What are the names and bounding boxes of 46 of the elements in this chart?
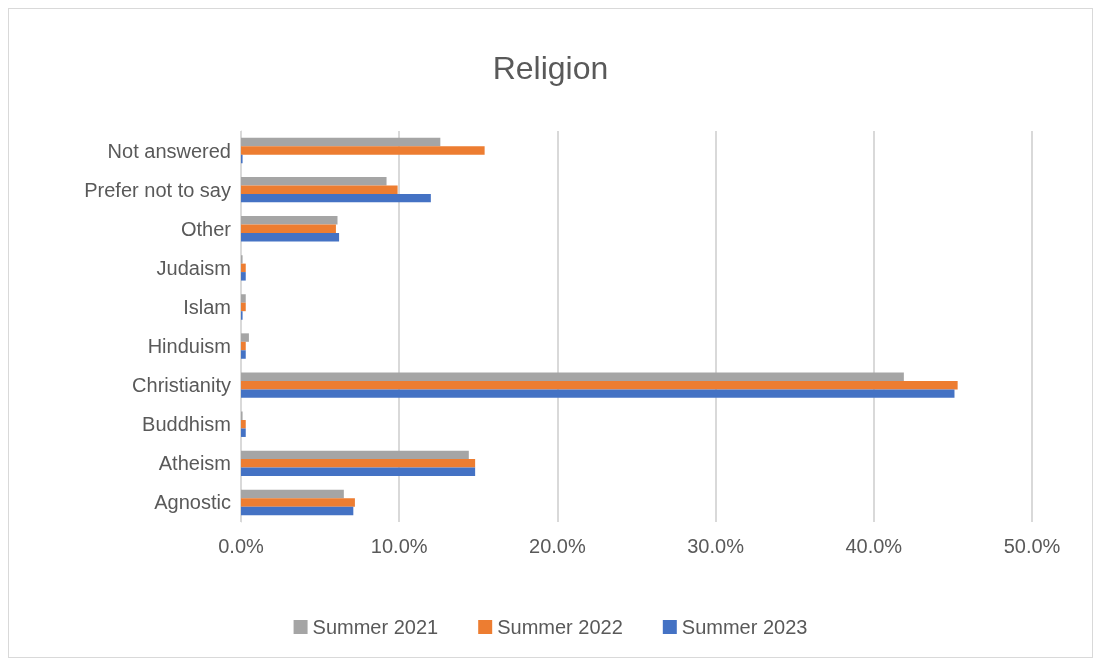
bar <box>241 459 476 468</box>
x-tick-label: 10.0% <box>370 535 428 557</box>
y-tick-label: Buddhism <box>142 413 231 436</box>
bar <box>241 193 431 203</box>
bar <box>241 333 249 342</box>
y-tick-label: Other <box>180 217 232 240</box>
y-tick-label: Hinduism <box>147 335 231 358</box>
x-tick-label: 20.0% <box>529 535 586 557</box>
x-tick-label: 50.0% <box>1003 535 1061 557</box>
chart-title: Religion <box>492 50 609 86</box>
x-tick-label: 30.0% <box>687 535 745 557</box>
y-tick-label: Prefer not to say <box>84 178 231 201</box>
y-tick-label: Judaism <box>156 256 231 279</box>
legend-label: Summer 2021 <box>312 616 439 638</box>
x-tick-label: 40.0% <box>845 535 903 557</box>
x-tick-label: 0.0% <box>218 535 265 557</box>
y-tick-label: Agnostic <box>154 491 231 514</box>
bar <box>241 420 246 429</box>
bar <box>241 350 246 359</box>
bar <box>241 137 441 147</box>
legend-label: Summer 2023 <box>681 616 808 638</box>
bar <box>241 506 354 516</box>
bar <box>241 498 355 507</box>
bar <box>241 341 246 351</box>
y-tick-label: Christianity <box>132 374 231 397</box>
bar <box>241 185 398 194</box>
legend-label: Summer 2022 <box>497 616 623 638</box>
bar <box>241 428 246 437</box>
bar <box>241 302 246 312</box>
bar <box>241 389 955 398</box>
bar <box>241 272 246 281</box>
bar <box>241 232 340 242</box>
bar <box>241 489 344 499</box>
bar <box>241 176 387 186</box>
y-tick-label: Islam <box>183 295 231 318</box>
bar <box>241 224 336 233</box>
bar <box>241 450 469 460</box>
bar <box>241 263 246 273</box>
bar <box>241 372 904 381</box>
bar <box>241 146 485 155</box>
bar <box>241 294 246 303</box>
y-tick-label: Not answered <box>107 139 231 162</box>
bar <box>241 380 958 390</box>
bar <box>241 216 338 225</box>
y-tick-label: Atheism <box>158 452 231 475</box>
bar <box>241 467 476 477</box>
